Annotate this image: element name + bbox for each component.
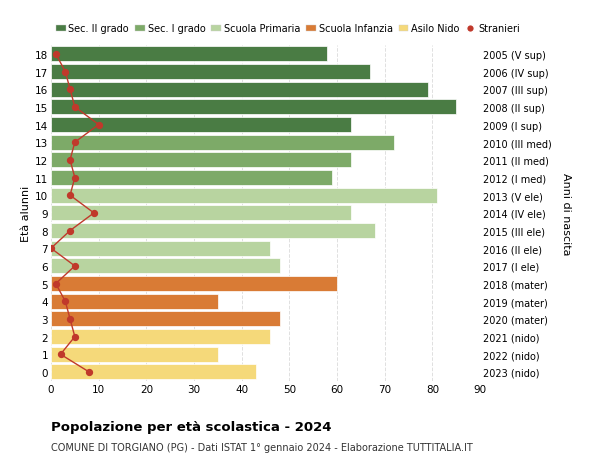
Bar xyxy=(51,364,256,380)
Point xyxy=(61,298,70,305)
Point xyxy=(51,51,61,58)
Text: Popolazione per età scolastica - 2024: Popolazione per età scolastica - 2024 xyxy=(51,420,331,433)
Point xyxy=(70,104,80,111)
Bar xyxy=(51,347,218,362)
Bar xyxy=(51,135,394,151)
Legend: Sec. II grado, Sec. I grado, Scuola Primaria, Scuola Infanzia, Asilo Nido, Stran: Sec. II grado, Sec. I grado, Scuola Prim… xyxy=(56,24,520,34)
Point xyxy=(61,69,70,76)
Bar xyxy=(51,294,218,309)
Point xyxy=(65,316,75,323)
Y-axis label: Età alunni: Età alunni xyxy=(21,185,31,241)
Bar xyxy=(51,65,370,80)
Bar xyxy=(51,206,352,221)
Point xyxy=(70,333,80,341)
Bar xyxy=(51,100,456,115)
Point xyxy=(70,263,80,270)
Point xyxy=(51,280,61,288)
Point xyxy=(65,86,75,94)
Point xyxy=(89,210,99,217)
Bar xyxy=(51,312,280,327)
Point xyxy=(65,227,75,235)
Point xyxy=(65,192,75,200)
Point xyxy=(56,351,65,358)
Bar xyxy=(51,171,332,185)
Y-axis label: Anni di nascita: Anni di nascita xyxy=(561,172,571,255)
Point xyxy=(70,139,80,146)
Point xyxy=(65,157,75,164)
Bar xyxy=(51,83,428,97)
Bar xyxy=(51,330,270,344)
Bar xyxy=(51,224,375,239)
Text: COMUNE DI TORGIANO (PG) - Dati ISTAT 1° gennaio 2024 - Elaborazione TUTTITALIA.I: COMUNE DI TORGIANO (PG) - Dati ISTAT 1° … xyxy=(51,442,473,452)
Point xyxy=(94,122,103,129)
Bar xyxy=(51,47,328,62)
Bar xyxy=(51,153,352,168)
Point xyxy=(70,174,80,182)
Bar xyxy=(51,259,280,274)
Point xyxy=(46,245,56,252)
Point xyxy=(85,369,94,376)
Bar xyxy=(51,188,437,203)
Bar xyxy=(51,276,337,291)
Bar xyxy=(51,241,270,256)
Bar xyxy=(51,118,352,133)
